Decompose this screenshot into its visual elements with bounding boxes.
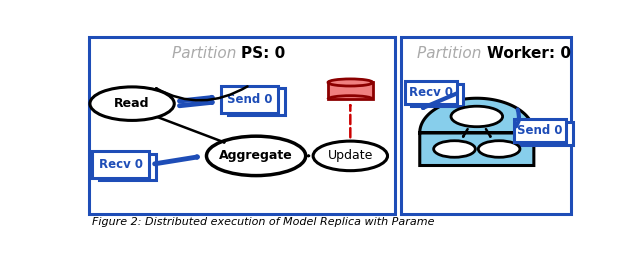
FancyBboxPatch shape (520, 122, 573, 145)
Ellipse shape (328, 79, 372, 86)
Polygon shape (328, 82, 372, 99)
Circle shape (313, 141, 388, 171)
Text: Update: Update (328, 150, 373, 162)
Text: Recv 0: Recv 0 (99, 158, 143, 171)
Text: Figure 2: Distributed execution of Model Replica with Parame: Figure 2: Distributed execution of Model… (92, 217, 435, 227)
Text: Send 0: Send 0 (227, 93, 273, 106)
Text: Aggregate: Aggregate (220, 150, 293, 162)
FancyBboxPatch shape (401, 37, 571, 214)
FancyBboxPatch shape (412, 83, 463, 106)
Text: PS: 0: PS: 0 (241, 46, 285, 61)
Text: Recv 0: Recv 0 (409, 86, 453, 99)
Text: Send 0: Send 0 (517, 124, 563, 137)
Circle shape (207, 136, 306, 176)
Text: Partition: Partition (417, 46, 486, 61)
FancyBboxPatch shape (228, 89, 285, 115)
Polygon shape (420, 98, 534, 165)
Text: Read: Read (115, 97, 150, 110)
Circle shape (90, 87, 174, 120)
Circle shape (451, 106, 502, 127)
Circle shape (434, 141, 476, 157)
FancyBboxPatch shape (89, 37, 395, 214)
FancyBboxPatch shape (99, 154, 156, 180)
FancyBboxPatch shape (221, 86, 278, 113)
FancyBboxPatch shape (514, 119, 566, 142)
Text: Worker: 0: Worker: 0 (486, 46, 571, 61)
FancyBboxPatch shape (92, 151, 150, 178)
FancyBboxPatch shape (405, 81, 457, 104)
Text: Partition: Partition (172, 46, 241, 61)
Circle shape (478, 141, 520, 157)
